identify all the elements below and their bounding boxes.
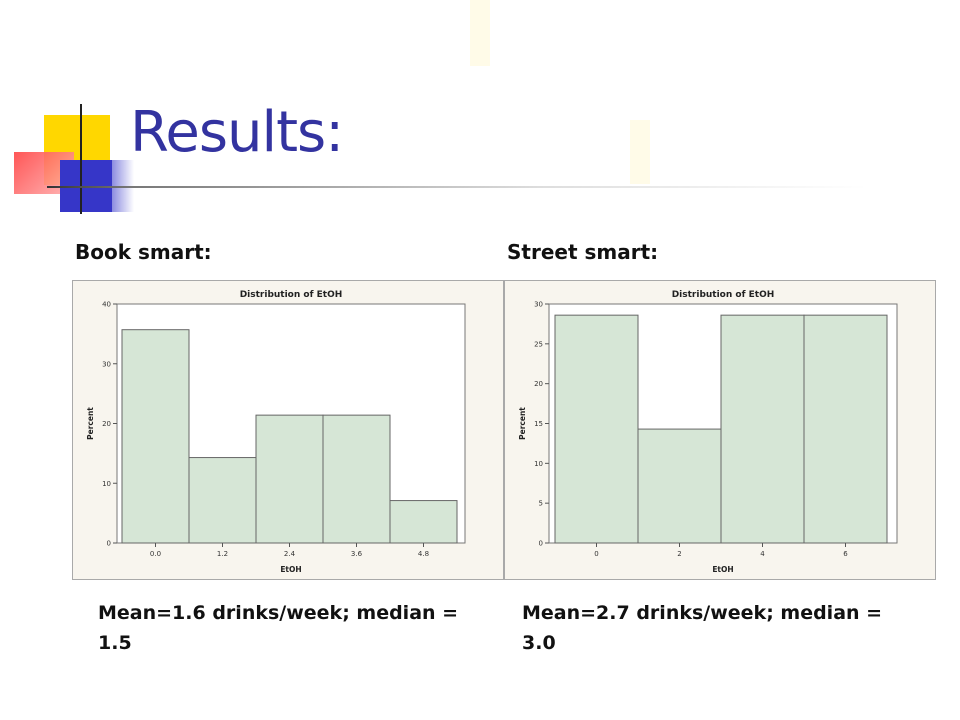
y-tick-label: 15: [534, 420, 543, 428]
slide-title: Results:: [130, 100, 344, 165]
y-tick-label: 30: [102, 360, 111, 368]
street-smart-caption: Mean=2.7 drinks/week; median = 3.0: [522, 602, 883, 654]
bar-1.2: [188, 457, 257, 544]
book-smart-caption: Mean=1.6 drinks/week; median = 1.5: [98, 602, 459, 654]
chart-title: Distribution of EtOH: [240, 290, 343, 300]
x-tick-label: 2.4: [284, 550, 296, 558]
y-tick-label: 10: [534, 460, 543, 468]
x-tick-label: 1.2: [217, 550, 228, 558]
x-tick-label: 4.8: [418, 550, 429, 558]
y-axis-label: Percent: [86, 407, 95, 440]
bar-2.4: [255, 414, 324, 544]
street-smart-label: Street smart:: [507, 240, 659, 264]
x-tick-label: 0.0: [150, 550, 161, 558]
decor-vertical-line: [80, 104, 82, 214]
y-tick-label: 5: [539, 500, 543, 508]
x-tick-label: 2: [677, 550, 681, 558]
bar-0: [554, 314, 639, 544]
chart-title: Distribution of EtOH: [672, 290, 775, 300]
y-tick-label: 10: [102, 480, 111, 488]
y-tick-label: 30: [534, 301, 543, 309]
y-tick-label: 0: [107, 540, 111, 548]
y-tick-label: 0: [539, 540, 543, 548]
y-tick-label: 40: [102, 301, 111, 309]
x-axis-label: EtOH: [712, 565, 733, 574]
y-tick-label: 20: [102, 420, 111, 428]
decor-horizontal-line: [47, 186, 867, 188]
bar-4.8: [389, 500, 458, 544]
bar-6: [803, 314, 888, 544]
y-tick-label: 20: [534, 380, 543, 388]
bar-3.6: [322, 414, 391, 544]
bar-2: [637, 428, 722, 544]
x-tick-label: 0: [594, 550, 598, 558]
x-axis-label: EtOH: [280, 565, 301, 574]
street-smart-chart: Distribution of EtOH 0 2 4 6 0 5 10 15 20 25 30 EtOH…: [504, 280, 936, 580]
book-smart-label: Book smart:: [75, 240, 212, 264]
x-tick-label: 4: [760, 550, 765, 558]
x-tick-label: 6: [843, 550, 848, 558]
bar-4: [720, 314, 805, 544]
bar-0.0: [121, 329, 190, 544]
decor-faint-bar-1: [470, 0, 490, 66]
y-tick-label: 25: [534, 340, 543, 348]
y-axis-label: Percent: [518, 407, 527, 440]
street-smart-chart-svg: Distribution of EtOH 0 2 4 6 0 5 10 15 20 25 30 EtOH…: [518, 290, 898, 574]
book-smart-chart-svg: Distribution of EtOH 0.0 1.2 2.4 3.6 4.8 0 10 20…: [86, 290, 466, 574]
decor-faint-bar-2: [630, 120, 650, 184]
book-smart-chart: Distribution of EtOH 0.0 1.2 2.4 3.6 4.8 0 10 20…: [72, 280, 504, 580]
x-tick-label: 3.6: [351, 550, 363, 558]
